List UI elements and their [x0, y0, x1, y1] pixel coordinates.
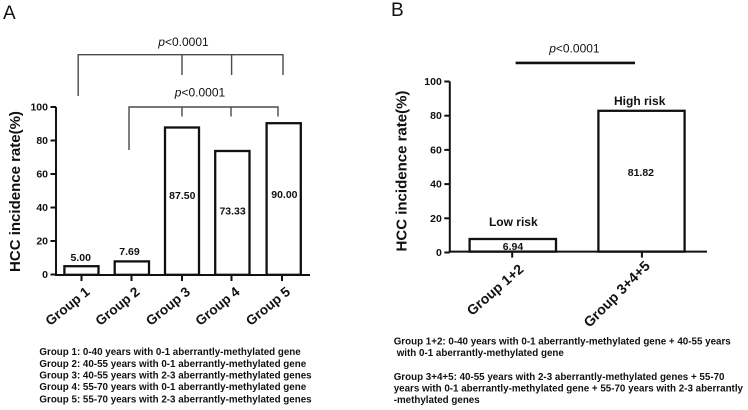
- svg-text:Group 2: Group 2: [93, 284, 143, 329]
- svg-text:5.00: 5.00: [70, 252, 91, 264]
- svg-text:87.50: 87.50: [169, 190, 195, 202]
- svg-text:Group 1: Group 1: [43, 284, 93, 329]
- svg-text:81.82: 81.82: [628, 167, 654, 179]
- svg-text:20: 20: [36, 236, 48, 248]
- svg-text:80: 80: [36, 135, 48, 147]
- svg-text:Group 5: Group 5: [243, 284, 293, 329]
- svg-text:7.69: 7.69: [119, 246, 140, 258]
- svg-text:100: 100: [424, 76, 442, 88]
- svg-text:HCC incidence rate(%): HCC incidence rate(%): [394, 91, 411, 252]
- svg-text:100: 100: [30, 102, 48, 114]
- svg-text:90.00: 90.00: [271, 189, 297, 201]
- svg-text:Low risk: Low risk: [489, 215, 538, 229]
- svg-text:HCC incidence rate(%): HCC incidence rate(%): [7, 111, 24, 272]
- svg-text:Group 1+2: Group 1+2: [463, 261, 526, 319]
- svg-text:6.94: 6.94: [503, 241, 524, 253]
- svg-text:Group 3: Group 3: [143, 284, 193, 329]
- svg-text:Group 3+4+5: Group 3+4+5: [581, 258, 654, 331]
- svg-text:60: 60: [430, 144, 442, 156]
- svg-text:B: B: [391, 0, 404, 21]
- svg-text:years with 0-1 aberrantly-meth: years with 0-1 aberrantly-methylated gen…: [394, 383, 744, 394]
- svg-text:Group 3+4+5: 40-55 years with: Group 3+4+5: 40-55 years with 2-3 aberra…: [394, 372, 725, 383]
- svg-text:-methylated genes: -methylated genes: [394, 395, 481, 406]
- svg-text:Group 1+2: 0-40 years with 0-1: Group 1+2: 0-40 years with 0-1 aberrantl…: [394, 337, 732, 348]
- svg-text:40: 40: [430, 179, 442, 191]
- svg-text:0: 0: [436, 247, 442, 259]
- svg-text:Group 1: 0-40 years with 0-1 a: Group 1: 0-40 years with 0-1 aberrantly-…: [39, 347, 301, 358]
- svg-text:with 0-1 aberrantly-methylated: with 0-1 aberrantly-methylated gene: [396, 348, 565, 359]
- svg-text:p<0.0001: p<0.0001: [548, 42, 600, 56]
- svg-text:Group 4: Group 4: [193, 284, 243, 329]
- svg-text:Group 3: 40-55 years with 2-3: Group 3: 40-55 years with 2-3 aberrantly…: [39, 371, 312, 382]
- svg-text:p<0.0001: p<0.0001: [174, 86, 226, 100]
- svg-text:20: 20: [430, 213, 442, 225]
- svg-text:Group 4: 55-70 years with 0-1: Group 4: 55-70 years with 0-1 aberrantly…: [39, 382, 306, 393]
- svg-text:Group 5: 55-70 years with 2-3: Group 5: 55-70 years with 2-3 aberrantly…: [39, 394, 312, 405]
- svg-text:40: 40: [36, 202, 48, 214]
- svg-text:p<0.0001: p<0.0001: [157, 35, 209, 49]
- svg-text:0: 0: [42, 269, 48, 281]
- svg-text:80: 80: [430, 110, 442, 122]
- svg-text:73.33: 73.33: [219, 206, 245, 218]
- svg-text:Group 2: 40-55 years with 0-1: Group 2: 40-55 years with 0-1 aberrantly…: [39, 359, 306, 370]
- svg-text:60: 60: [36, 169, 48, 181]
- svg-text:A: A: [3, 3, 16, 24]
- svg-text:High risk: High risk: [614, 94, 666, 108]
